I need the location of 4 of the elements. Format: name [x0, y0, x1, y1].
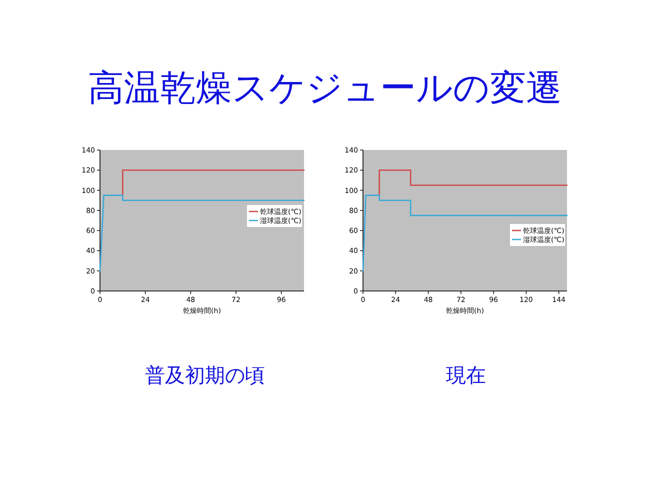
text: 普及初期の頃 — [145, 363, 265, 387]
text: 高温乾燥スケジュールの変遷 — [88, 68, 562, 109]
line-series — [362, 194, 568, 272]
text: 現在 — [446, 363, 486, 387]
